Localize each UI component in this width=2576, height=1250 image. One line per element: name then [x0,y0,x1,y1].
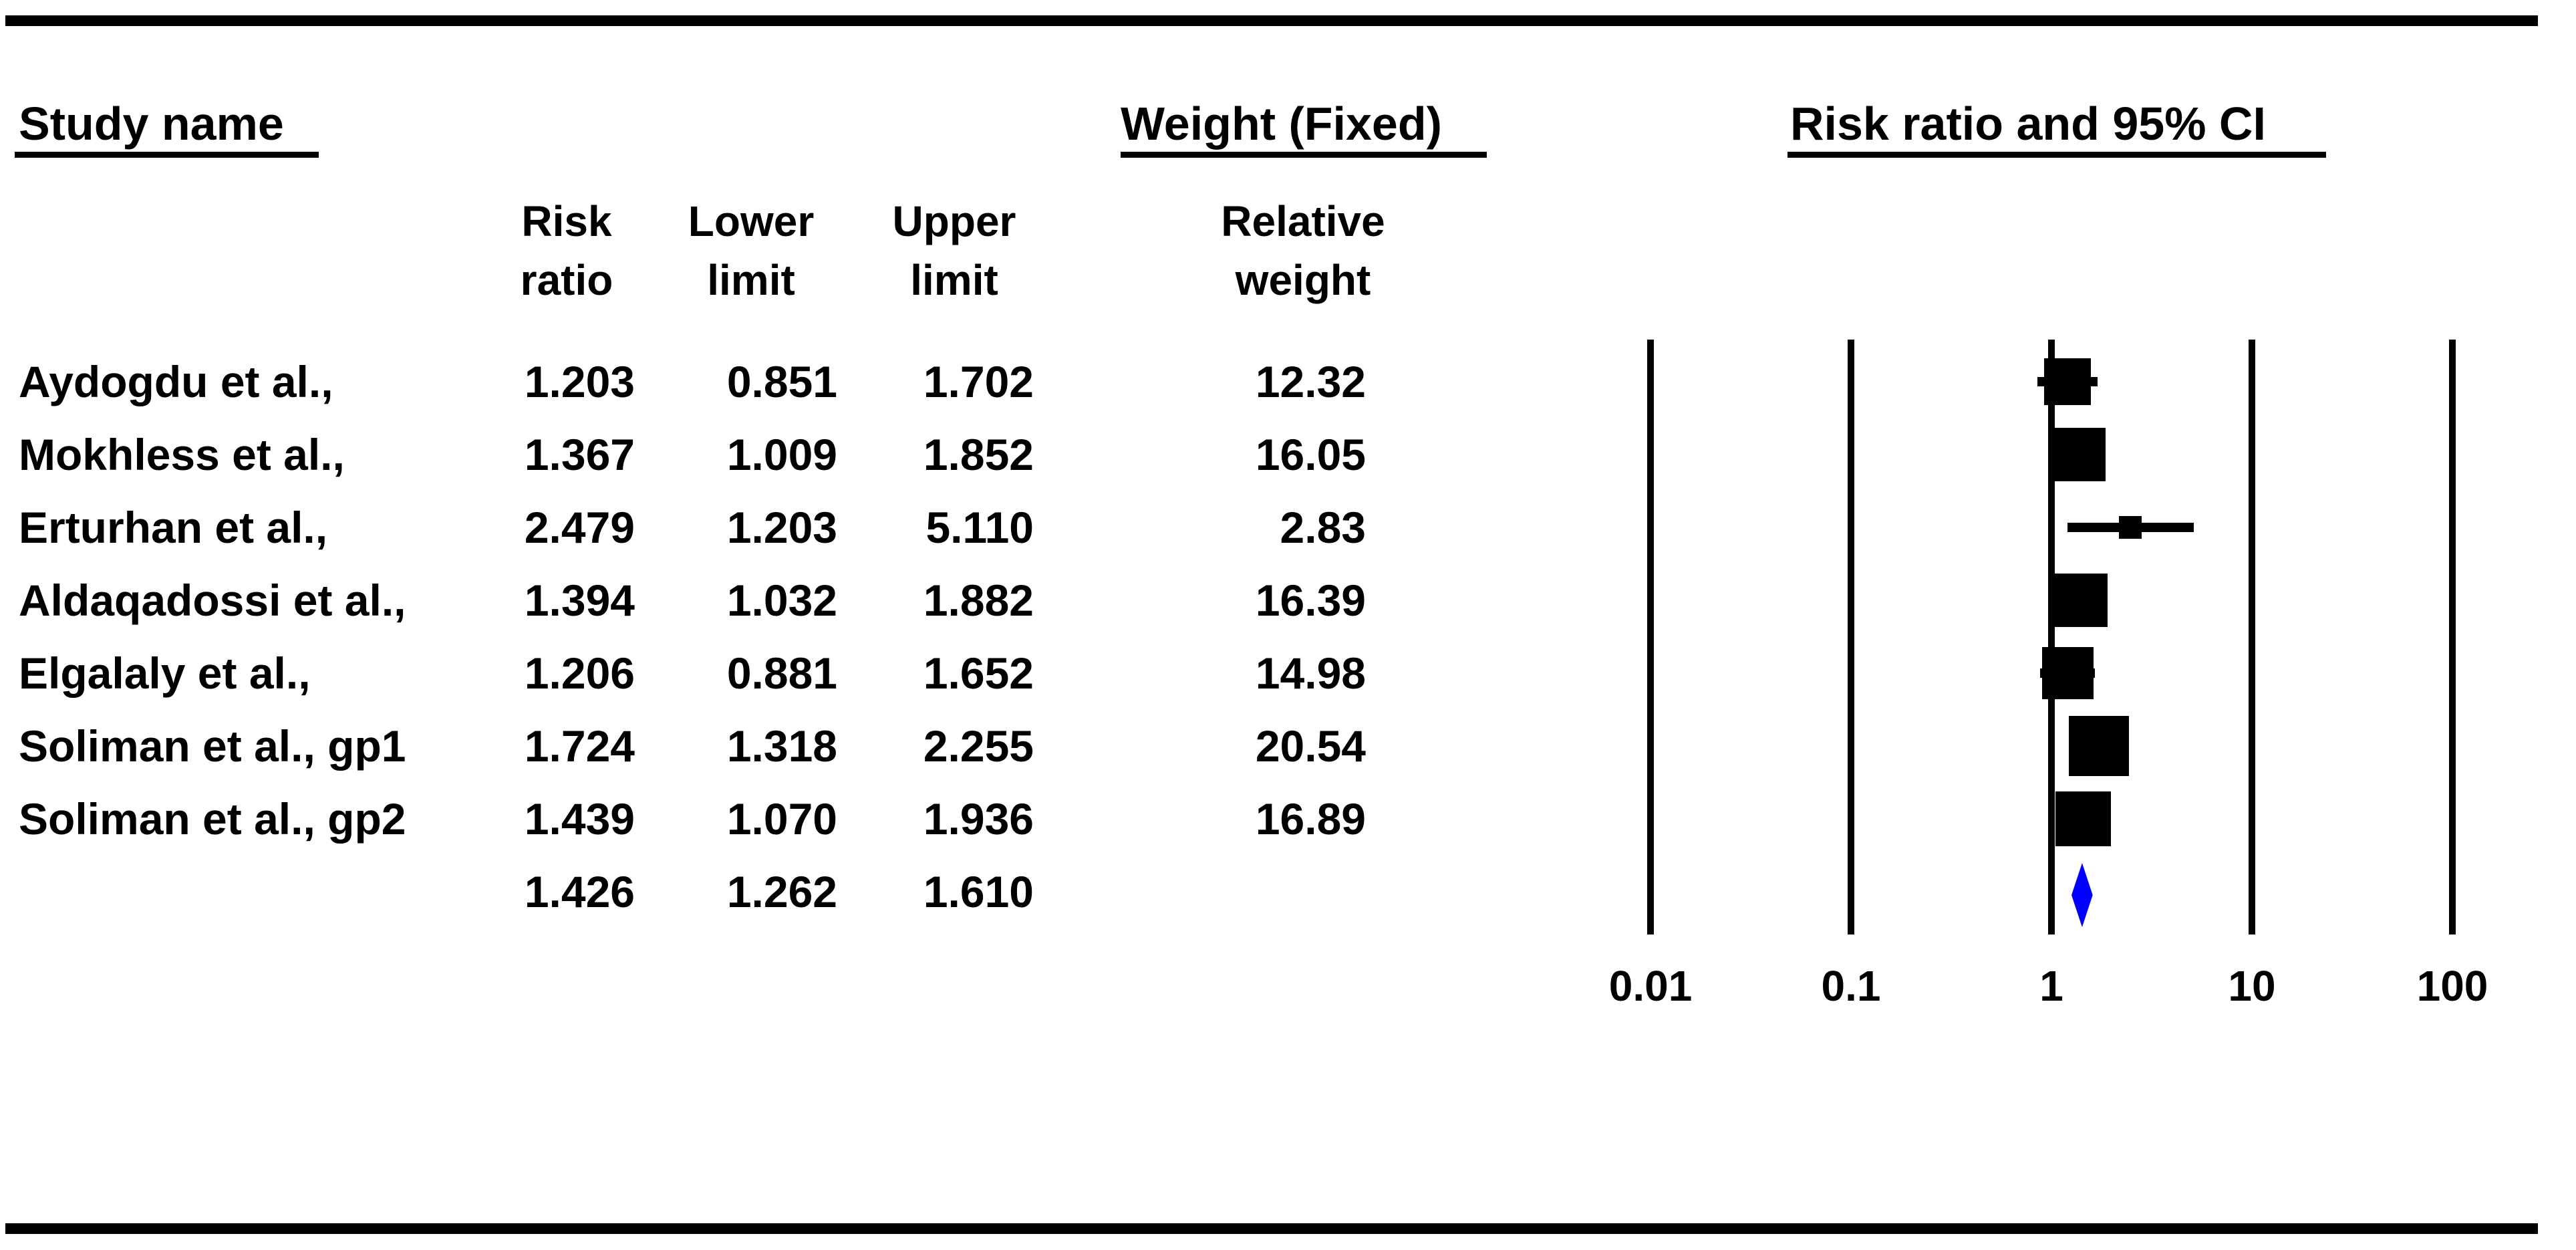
study-square [2055,791,2111,847]
study-name-cell: Soliman et al., gp2 [19,794,406,844]
study-square [2119,516,2142,539]
study-name-header: Study name [19,98,284,150]
axis-tick-label: 0.1 [1821,962,1881,1010]
axis-line-0.1 [1848,340,1854,934]
lower-limit-cell: 1.070 [726,794,837,844]
risk-ratio-ci-header: Risk ratio and 95% CI [1790,98,2266,150]
relative-weight-cell: 14.98 [1255,648,1366,698]
col-header-relative-weight-line1: Relative [1221,197,1385,245]
risk-ratio-cell: 1.203 [524,357,635,406]
col-header-relative-weight-line2: weight [1235,256,1371,304]
upper-limit-cell: 2.255 [923,721,1034,771]
risk-ratio-ci-underline [1787,152,2326,158]
study-name-cell: Aldaqadossi et al., [19,576,406,625]
col-header-lower-limit-line2: limit [707,256,795,304]
summary-diamond [2071,863,2094,927]
study-square [2053,573,2108,628]
risk-ratio-cell: 1.367 [524,430,635,479]
upper-limit-cell: 1.702 [923,357,1034,406]
risk-ratio-cell: 1.206 [524,648,635,698]
col-header-lower-limit: Lower limit [611,192,891,309]
col-header-risk-ratio: Risk ratio [426,192,707,309]
risk-ratio-cell: 1.394 [524,576,635,625]
lower-limit-cell: 1.262 [726,867,837,916]
summary-diamond-shape [2071,863,2094,927]
weight-fixed-header: Weight (Fixed) [1121,98,1442,150]
study-square [2068,715,2130,777]
axis-line-1 [2048,340,2055,934]
study-name-cell: Aydogdu et al., [19,357,333,406]
risk-ratio-cell: 1.724 [524,721,635,771]
risk-ratio-cell: 2.479 [524,503,635,552]
axis-tick-label: 1 [2039,962,2063,1010]
col-header-risk-ratio-line1: Risk [521,197,612,245]
study-name-cell: Erturhan et al., [19,503,328,552]
upper-limit-cell: 1.610 [923,867,1034,916]
col-header-relative-weight: Relative weight [1163,192,1443,309]
relative-weight-cell: 2.83 [1280,503,1366,552]
risk-ratio-cell: 1.439 [524,794,635,844]
relative-weight-cell: 16.89 [1255,794,1366,844]
study-name-cell: Elgalaly et al., [19,648,311,698]
axis-line-10 [2249,340,2255,934]
bottom-rule [5,1223,2538,1234]
lower-limit-cell: 1.009 [726,430,837,479]
lower-limit-cell: 1.032 [726,576,837,625]
weight-fixed-underline [1121,152,1487,158]
axis-line-0.01 [1647,340,1654,934]
study-square [2051,427,2106,482]
relative-weight-cell: 16.05 [1255,430,1366,479]
risk-ratio-cell: 1.426 [524,867,635,916]
axis-line-100 [2449,340,2456,934]
col-header-lower-limit-line1: Lower [688,197,815,245]
study-name-cell: Soliman et al., gp1 [19,721,406,771]
upper-limit-cell: 1.882 [923,576,1034,625]
axis-tick-label: 0.01 [1608,962,1693,1010]
col-header-upper-limit-line1: Upper [892,197,1016,245]
study-name-underline [15,152,319,158]
col-header-upper-limit-line2: limit [910,256,998,304]
study-name-cell: Mokhless et al., [19,430,345,479]
axis-tick-label: 100 [2416,962,2488,1010]
col-header-risk-ratio-line2: ratio [520,256,613,304]
lower-limit-cell: 1.318 [726,721,837,771]
top-rule [5,15,2538,26]
upper-limit-cell: 1.852 [923,430,1034,479]
lower-limit-cell: 1.203 [726,503,837,552]
col-header-upper-limit: Upper limit [814,192,1095,309]
relative-weight-cell: 12.32 [1255,357,1366,406]
relative-weight-cell: 16.39 [1255,576,1366,625]
lower-limit-cell: 0.851 [726,357,837,406]
upper-limit-cell: 1.652 [923,648,1034,698]
lower-limit-cell: 0.881 [726,648,837,698]
relative-weight-cell: 20.54 [1255,721,1366,771]
axis-tick-label: 10 [2228,962,2276,1010]
upper-limit-cell: 5.110 [925,503,1034,552]
study-square [2043,358,2092,406]
upper-limit-cell: 1.936 [923,794,1034,844]
study-square [2041,647,2094,699]
